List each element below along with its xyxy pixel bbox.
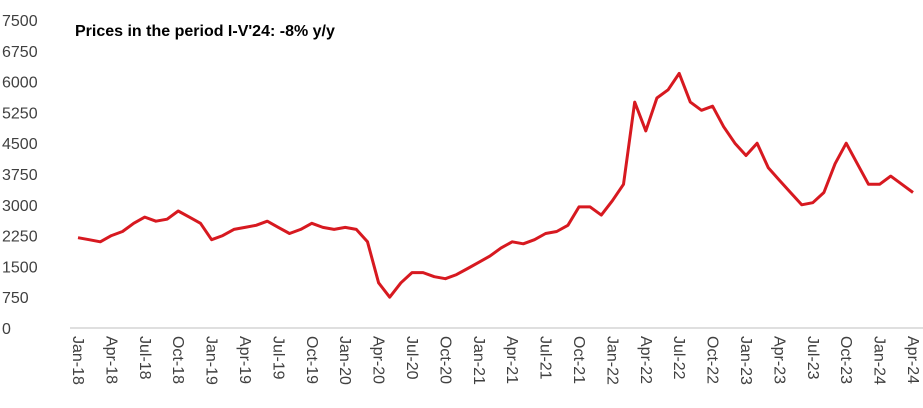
- y-tick-label: 0: [2, 321, 11, 338]
- x-tick-label: Oct-20: [436, 336, 453, 384]
- x-tick-label: Jul-19: [269, 336, 286, 380]
- x-tick-label: Jul-21: [537, 336, 554, 380]
- y-tick-label: 5250: [2, 105, 38, 122]
- x-tick-label: Apr-24: [904, 336, 921, 384]
- y-tick-label: 7500: [2, 13, 38, 30]
- x-tick-label: Jul-20: [403, 336, 420, 380]
- x-tick-label: Oct-18: [169, 336, 186, 384]
- x-tick-label: Oct-23: [837, 336, 854, 384]
- y-tick-label: 4500: [2, 136, 38, 153]
- x-tick-label: Apr-20: [370, 336, 387, 384]
- x-tick-label: Jul-22: [670, 336, 687, 380]
- x-tick-label: Jan-20: [336, 336, 353, 385]
- price-line: [77, 71, 914, 299]
- x-tick-label: Jan-22: [603, 336, 620, 385]
- x-tick-label: Apr-21: [503, 336, 520, 384]
- x-tick-label: Jul-23: [804, 336, 821, 380]
- x-tick-label: Jan-23: [737, 336, 754, 385]
- y-tick-label: 3000: [2, 198, 38, 215]
- x-tick-label: Oct-21: [570, 336, 587, 384]
- y-tick-label: 1500: [2, 259, 38, 276]
- x-tick-label: Jan-19: [203, 336, 220, 385]
- x-tick-label: Apr-22: [637, 336, 654, 384]
- x-tick-label: Jan-18: [69, 336, 86, 385]
- x-tick-label: Apr-23: [770, 336, 787, 384]
- x-tick-label: Oct-19: [303, 336, 320, 384]
- x-tick-label: Apr-18: [102, 336, 119, 384]
- x-tick-label: Oct-22: [704, 336, 721, 384]
- y-tick-label: 2250: [2, 229, 38, 246]
- x-tick-label: Apr-19: [236, 336, 253, 384]
- y-tick-label: 6000: [2, 75, 38, 92]
- x-tick-label: Jan-24: [871, 336, 888, 385]
- y-tick-label: 3750: [2, 167, 38, 184]
- x-tick-label: Jan-21: [470, 336, 487, 385]
- x-tick-label: Jul-18: [136, 336, 153, 380]
- y-tick-label: 750: [2, 290, 29, 307]
- chart-title: Prices in the period I-V'24: -8% y/y: [75, 23, 335, 40]
- y-tick-label: 6750: [2, 44, 38, 61]
